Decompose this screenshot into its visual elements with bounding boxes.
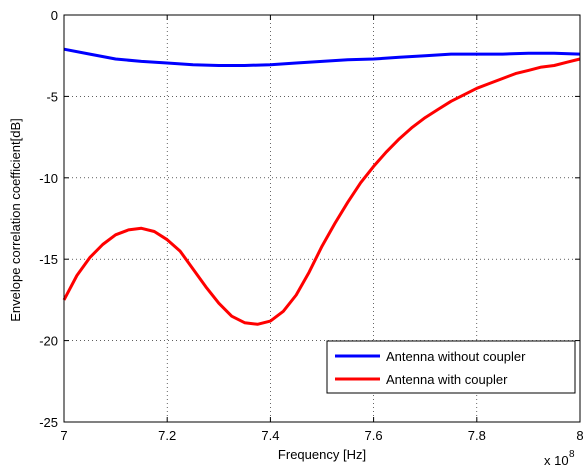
x-exponent: x 10 8 [544,449,575,468]
legend-label-1: Antenna with coupler [386,372,508,387]
y-tick-label: -25 [39,415,58,430]
legend-label-0: Antenna without coupler [386,349,526,364]
plot-frame [63,14,581,423]
x-tick-label: 8 [576,428,583,443]
axis-ticks [63,14,581,423]
series-line-1 [62,57,581,326]
x-tick-label: 7.8 [468,428,486,443]
y-tick-labels: 0 -5 -10 -15 -20 -25 [39,8,58,430]
y-tick-label: -5 [46,89,58,104]
x-exponent-base: x 10 [544,453,569,468]
x-tick-label: 7.4 [261,428,279,443]
x-tick-label: 7 [60,428,67,443]
series-line-0 [63,47,581,67]
y-tick-label: -10 [39,171,58,186]
y-tick-label: -15 [39,252,58,267]
legend: Antenna without coupler Antenna with cou… [326,340,576,394]
x-tick-label: 7.2 [158,428,176,443]
y-axis-label: Envelope correlation coefficient[dB] [8,118,23,322]
x-tick-labels: 7 7.2 7.4 7.6 7.8 8 [60,428,583,443]
x-axis-label: Frequency [Hz] [278,447,366,462]
y-tick-label: -20 [39,334,58,349]
legend-box [326,340,576,394]
series-lines [62,47,581,326]
x-exponent-power: 8 [569,449,575,460]
x-tick-label: 7.6 [365,428,383,443]
y-tick-label: 0 [51,8,58,23]
